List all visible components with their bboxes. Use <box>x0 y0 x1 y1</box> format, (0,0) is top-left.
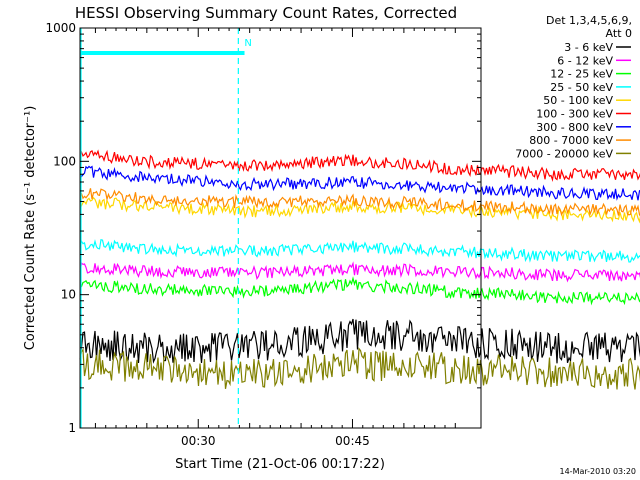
plot-area: NS 1 10 100 1000 00:30 00:45 <box>45 21 640 448</box>
series-line-100-300-kev <box>79 149 640 182</box>
legend-label-6-12-kev: 6 - 12 keV <box>557 54 613 67</box>
legend-label-800-7000-kev: 800 - 7000 keV <box>529 134 613 147</box>
legend-label-100-300-kev: 100 - 300 keV <box>536 108 613 121</box>
marker-layer: NS <box>80 28 252 428</box>
legend-label-7000-20000-kev: 7000 - 20000 keV <box>515 147 613 160</box>
plot-timestamp: 14-Mar-2010 03:20 <box>560 467 637 476</box>
series-line-300-800-kev <box>79 165 640 201</box>
legend-label-3-6-kev: 3 - 6 keV <box>564 41 613 54</box>
y-axis-label: Corrected Count Rate (s⁻¹ detector⁻¹) <box>23 106 38 351</box>
y-tick-label: 100 <box>53 154 76 168</box>
series-line-3-6-kev <box>79 318 640 364</box>
y-tick-label: 1000 <box>45 21 76 35</box>
chart-title: HESSI Observing Summary Count Rates, Cor… <box>75 4 457 22</box>
legend-label-25-50-kev: 25 - 50 keV <box>550 81 613 94</box>
series-layer <box>79 149 640 390</box>
y-tick-label: 10 <box>61 288 76 302</box>
legend-label-50-100-kev: 50 - 100 keV <box>543 94 613 107</box>
axis-layer: 1 10 100 1000 00:30 00:45 <box>45 21 481 448</box>
legend-label-300-800-kev: 300 - 800 keV <box>536 121 613 134</box>
x-tick-label: 00:45 <box>335 434 370 448</box>
series-line-6-12-kev <box>79 261 640 283</box>
x-axis-label: Start Time (21-Oct-06 00:17:22) <box>175 457 385 472</box>
legend-title-detectors: Det 1,3,4,5,6,9, <box>546 14 632 27</box>
flag-n: N <box>244 38 251 49</box>
x-tick-label: 00:30 <box>181 434 216 448</box>
series-line-800-7000-kev <box>79 188 640 217</box>
legend-title-attenuator: Att 0 <box>606 27 632 40</box>
series-line-25-50-kev <box>79 238 640 263</box>
series-line-50-100-kev <box>79 196 640 224</box>
series-line-7000-20000-kev <box>79 347 640 390</box>
y-tick-label: 1 <box>68 421 76 435</box>
legend-label-12-25-kev: 12 - 25 keV <box>550 68 613 81</box>
series-line-12-25-kev <box>79 276 640 306</box>
